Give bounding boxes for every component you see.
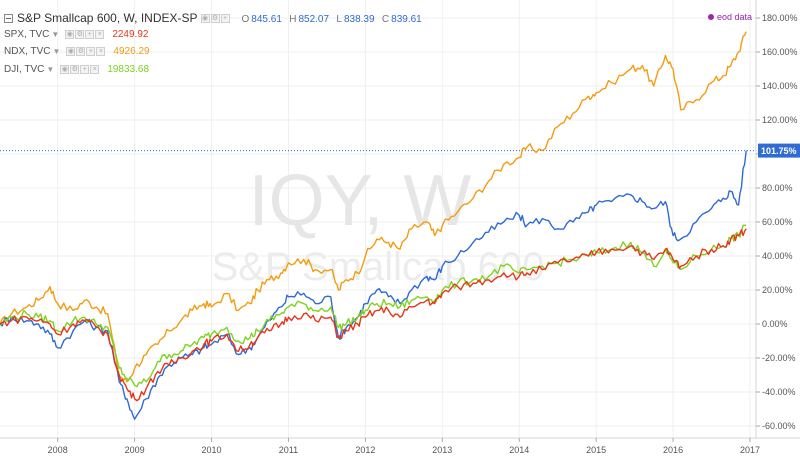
eod-dot-icon [707,14,714,20]
eod-data-label: eod data [716,12,752,22]
add-icon[interactable]: + [85,30,95,39]
y-tick-label: 180.00% [762,13,798,23]
eye-icon[interactable]: ◉ [65,30,75,39]
current-value-badge: 101.75% [758,143,800,158]
compare-symbol[interactable]: DJI, TVC [4,64,45,75]
price-scale[interactable]: 180.00%160.00%140.00%120.00%100.00%80.00… [755,0,800,459]
ohlc-values: O 845.61 H 852.07 L 838.39 C 839.61 [238,11,422,25]
main-series-buttons: ◉ ⚙ + [200,13,230,23]
y-tick-label: 20.00% [762,285,793,295]
chevron-down-icon[interactable]: ▼ [52,47,61,56]
close-icon[interactable]: × [96,47,106,56]
eod-data-badge: eod data [707,12,752,22]
close-icon[interactable]: × [95,30,105,39]
y-tick-label: -20.00% [762,353,796,363]
legend-compare-ndx[interactable]: NDX, TVC ▼ ◉ ⚙ + × 4926.29 [4,46,150,57]
high-value: 852.07 [298,14,330,25]
x-tick-label: 2008 [48,445,68,455]
open-label: O [241,14,250,25]
x-tick-label: 2010 [202,445,222,455]
add-icon[interactable]: + [86,47,96,56]
chart-watermark: IQY, W S&P Smallcap 600 [212,161,545,289]
current-value-badge-bg [758,143,800,158]
collapse-icon[interactable] [4,13,13,23]
open-value: 845.61 [251,14,282,25]
high-label: H [289,14,297,25]
main-series-title[interactable]: S&P Smallcap 600, W, INDEX-SP [17,11,198,25]
x-tick-label: 2016 [663,445,683,455]
x-tick-label: 2011 [279,445,298,455]
y-tick-label: 60.00% [762,217,793,227]
compare-buttons: ◉ ⚙ + × [60,65,100,74]
eye-icon[interactable]: ◉ [66,47,76,56]
compare-value: 2249.92 [112,29,149,40]
y-tick-label: 40.00% [762,251,793,261]
y-tick-label: 0.00% [762,319,788,329]
watermark-name: S&P Smallcap 600 [212,245,545,289]
time-scale[interactable]: 2008 2009 2010 2011 2012 2013 2014 2015 2016 2017 [0,437,800,459]
eye-icon[interactable]: ◉ [200,13,210,23]
y-tick-label: 80.00% [762,183,793,193]
x-tick-label: 2017 [740,445,760,455]
x-tick-label: 2009 [125,445,145,455]
x-tick-label: 2012 [355,445,375,455]
settings-icon[interactable]: ⚙ [70,65,80,74]
x-tick-label: 2015 [586,445,606,455]
low-value: 838.39 [343,14,375,25]
settings-icon[interactable]: ⚙ [75,30,85,39]
close-label: C [381,14,390,25]
y-tick-label: -60.00% [762,421,796,431]
compare-buttons: ◉ ⚙ + × [66,47,106,56]
more-icon[interactable]: + [220,13,230,23]
close-value: 839.61 [391,14,422,25]
legend-main-row: S&P Smallcap 600, W, INDEX-SP ◉ ⚙ + O 845… [4,11,422,25]
price-scale-bg [756,0,800,438]
y-tick-label: 140.00% [762,81,798,91]
current-value-label: 101.75% [761,146,797,156]
close-icon[interactable]: × [90,65,100,74]
settings-icon[interactable]: ⚙ [76,47,86,56]
chart-grid [0,0,756,438]
eye-icon[interactable]: ◉ [60,65,70,74]
x-tick-label: 2013 [432,445,452,455]
chevron-down-icon[interactable]: ▼ [46,65,55,74]
watermark-ticker: IQY, W [249,161,472,241]
legend-compare-dji[interactable]: DJI, TVC ▼ ◉ ⚙ + × 19833.68 [4,64,149,75]
time-scale-bg [0,438,800,459]
compare-symbol[interactable]: NDX, TVC [4,46,51,57]
series-line [0,228,747,402]
chart-series [0,31,747,420]
compare-buttons: ◉ ⚙ + × [65,30,105,39]
legend-compare-spx[interactable]: SPX, TVC ▼ ◉ ⚙ + × 2249.92 [4,29,148,40]
chevron-down-icon[interactable]: ▼ [51,30,60,39]
y-tick-label: -40.00% [762,387,796,397]
compare-value: 4926.29 [113,46,150,57]
compare-symbol[interactable]: SPX, TVC [4,29,50,40]
add-icon[interactable]: + [80,65,90,74]
y-tick-label: 160.00% [762,47,798,57]
low-label: L [336,14,342,25]
x-tick-label: 2014 [509,445,529,455]
compare-value: 19833.68 [107,64,150,75]
y-tick-label: 120.00% [762,115,798,125]
series-line [0,31,747,383]
settings-icon[interactable]: ⚙ [210,13,220,23]
